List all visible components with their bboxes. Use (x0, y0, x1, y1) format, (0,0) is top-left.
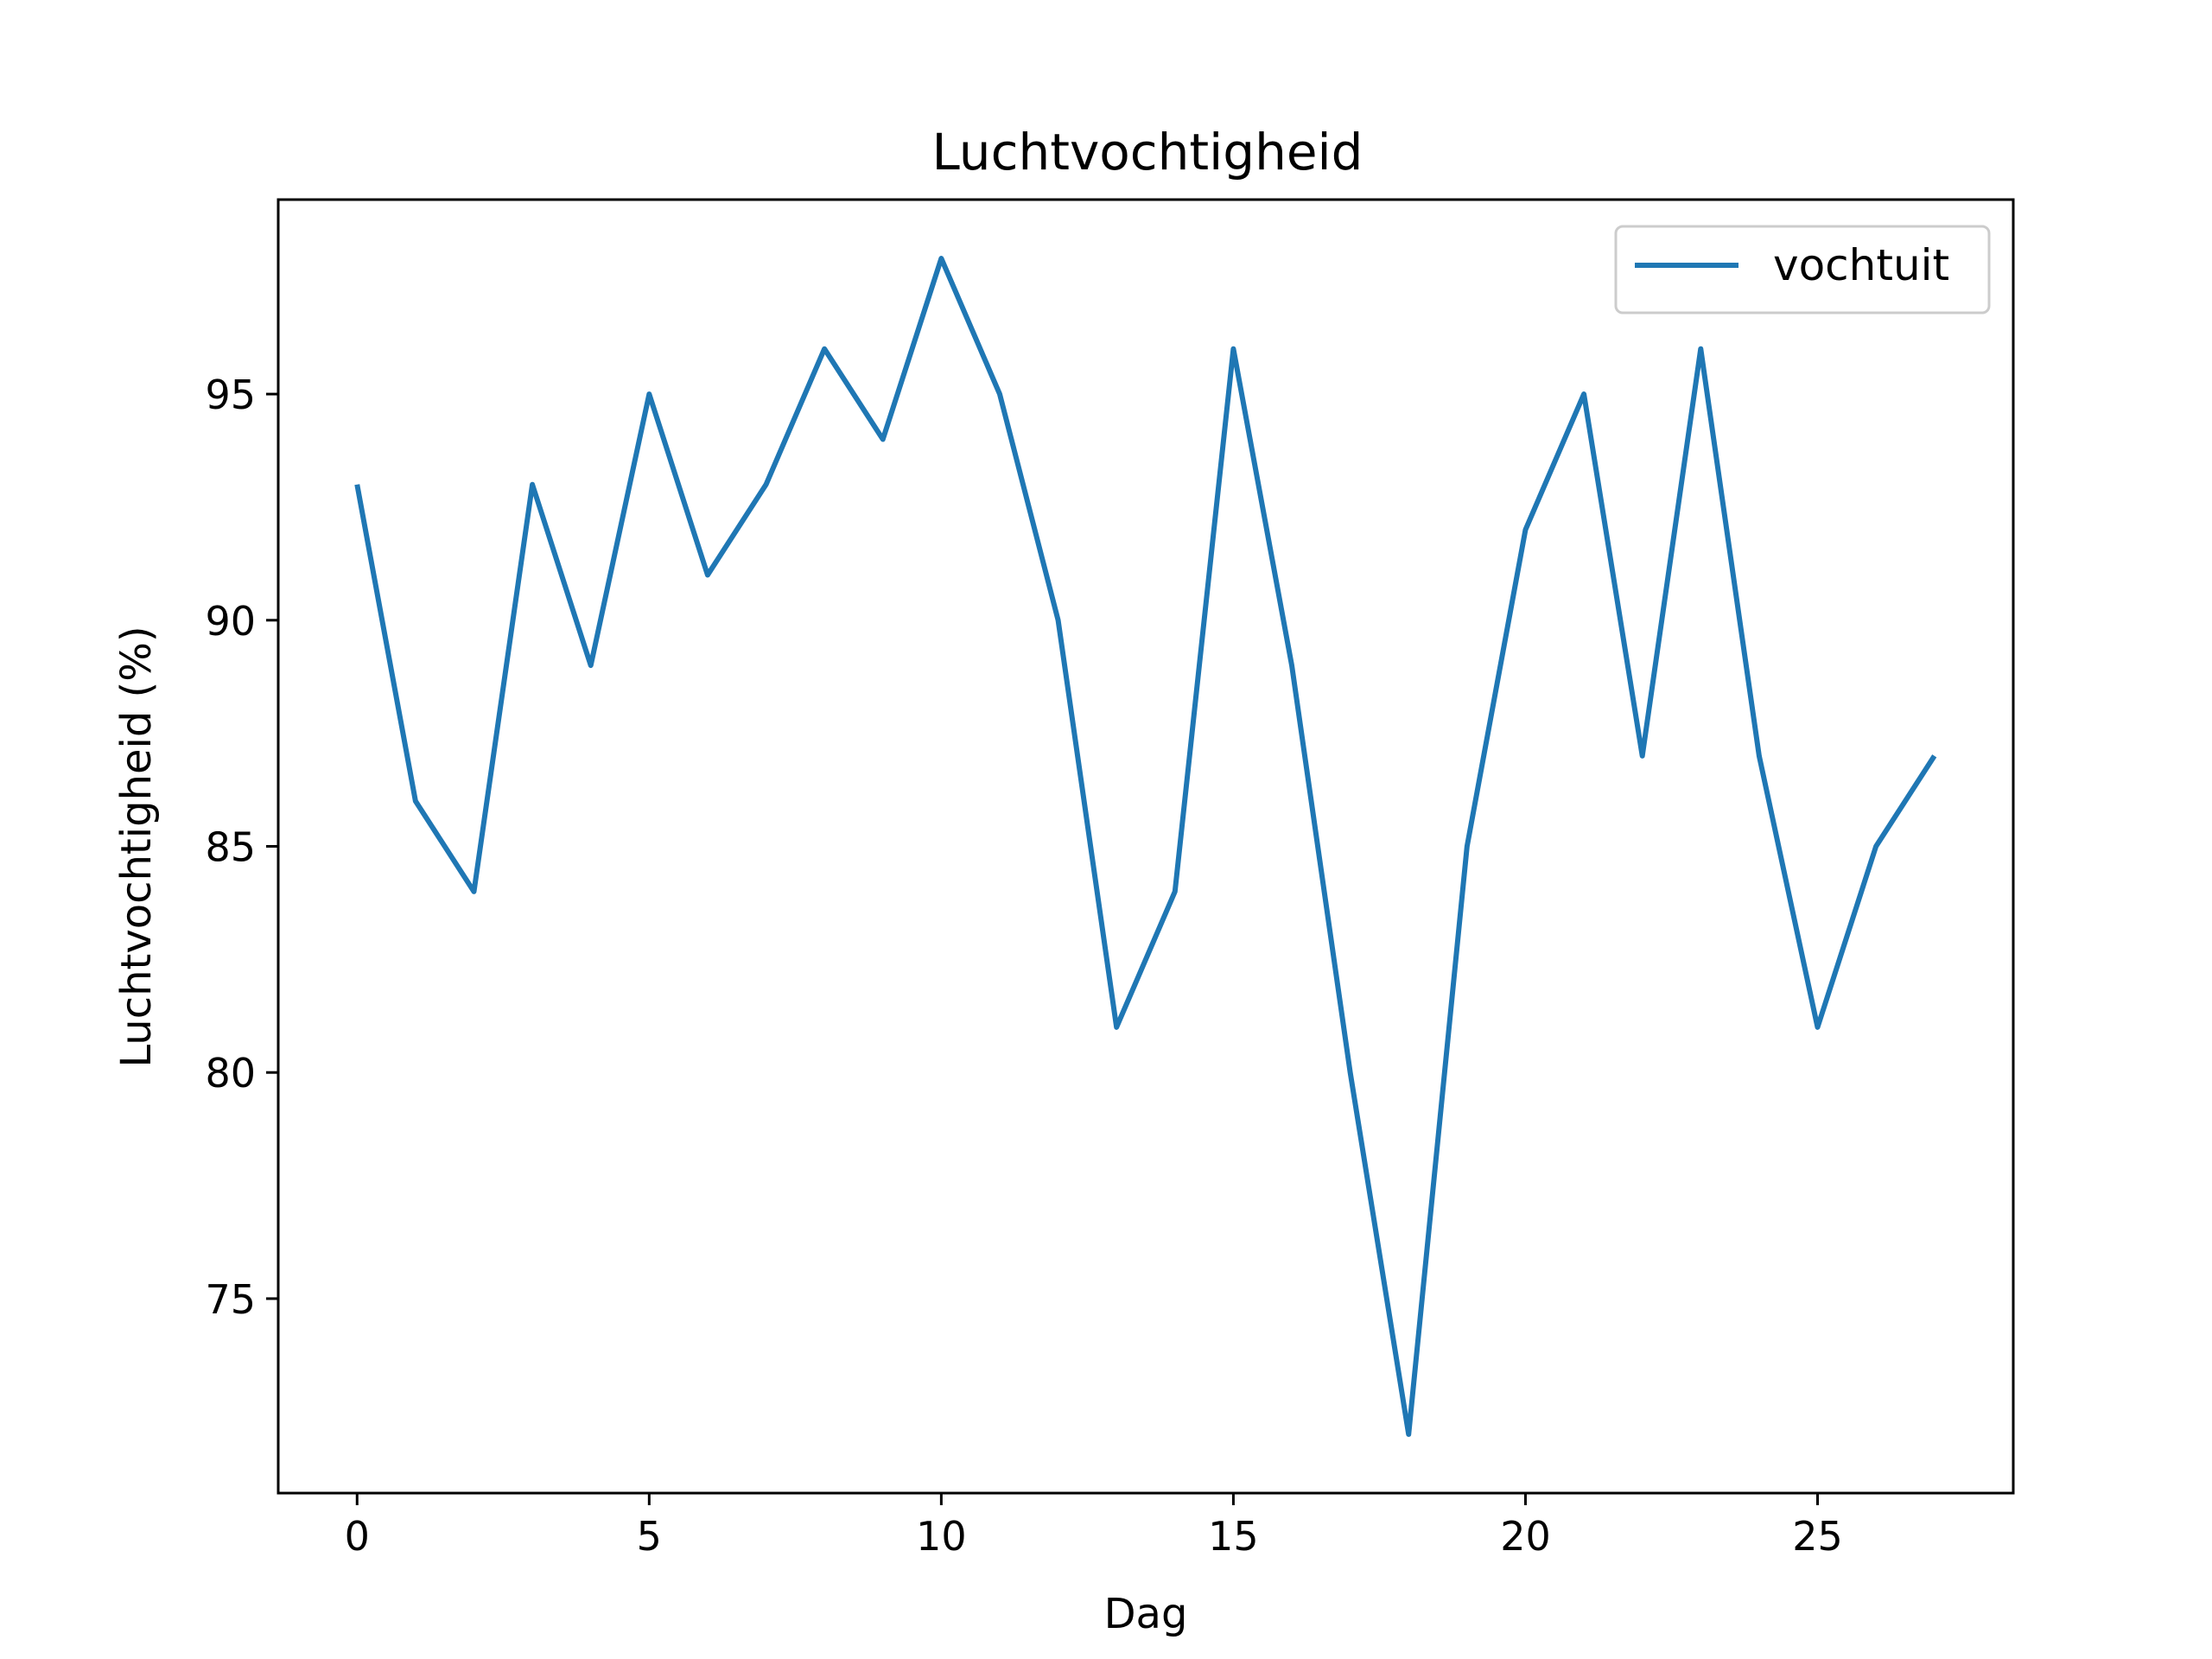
y-tick-label: 90 (205, 598, 256, 645)
x-tick-label: 15 (1208, 1513, 1259, 1560)
y-tick-label: 95 (205, 372, 256, 418)
y-axis-ticks: 75 80 85 90 95 (205, 372, 278, 1323)
x-tick-label: 25 (1792, 1513, 1843, 1560)
x-tick-label: 20 (1500, 1513, 1551, 1560)
legend-label-vochtuit: vochtuit (1773, 240, 1949, 290)
series-line-vochtuit (354, 256, 1937, 1437)
x-tick-label: 5 (637, 1513, 662, 1560)
legend: vochtuit (1614, 225, 1991, 315)
x-axis-label: Dag (1104, 1590, 1188, 1638)
y-tick-label: 80 (205, 1050, 256, 1096)
x-tick-label: 0 (345, 1513, 370, 1560)
x-axis-ticks: 0 5 10 15 20 25 (345, 1493, 1843, 1560)
y-tick-label: 85 (205, 824, 256, 871)
plot-frame (276, 198, 2015, 1495)
y-axis-label: Luchtvochtigheid (%) (112, 626, 161, 1067)
chart-title: Luchtvochtigheid (932, 123, 1363, 181)
series-group (354, 256, 1937, 1437)
y-tick-label: 75 (205, 1276, 256, 1323)
x-tick-label: 10 (916, 1513, 967, 1560)
legend-box (1614, 225, 1991, 315)
